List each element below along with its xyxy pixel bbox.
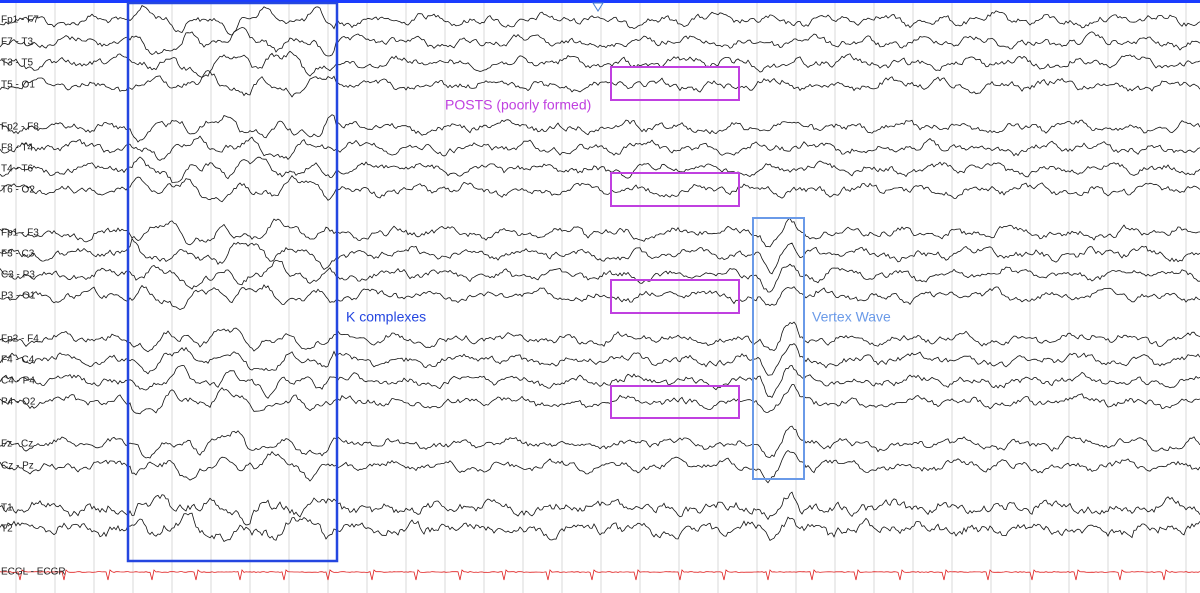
channel-label: T1: [1, 503, 13, 514]
channel-label: T5 - O1: [1, 80, 35, 91]
channel-label: F8 - T4: [1, 143, 33, 154]
eeg-trace: [0, 175, 1200, 203]
time-grid: [15, 3, 1187, 593]
eeg-trace: [0, 512, 1200, 543]
posts-box: [610, 385, 740, 419]
time-marker[interactable]: [592, 2, 604, 12]
posts-box: [610, 172, 740, 207]
channel-label: P3 - O1: [1, 291, 36, 302]
k-complex-label: K complexes: [346, 309, 426, 325]
channel-label: Fp1 - F3: [1, 228, 39, 239]
eeg-trace: [0, 135, 1200, 161]
eeg-trace: [0, 491, 1200, 526]
vertex-wave-box: [752, 217, 805, 480]
eeg-trace: [0, 321, 1200, 353]
channel-label: Fp2 - F4: [1, 334, 39, 345]
channel-label: T4 - T6: [1, 164, 33, 175]
channel-label: F4 - C4: [1, 355, 35, 366]
eeg-trace: [0, 284, 1200, 311]
eeg-trace: [0, 425, 1200, 459]
channel-label: T3 - T5: [1, 58, 33, 69]
channel-label: ECGL - ECGR: [1, 567, 66, 578]
eeg-trace: [0, 156, 1200, 183]
eeg-trace: [0, 365, 1200, 399]
vertex-wave-label: Vertex Wave: [812, 309, 891, 325]
eeg-trace: [0, 5, 1200, 36]
posts-box: [610, 66, 740, 101]
eeg-trace: [0, 237, 1200, 275]
eeg-trace: [0, 449, 1200, 484]
ecg-trace: [0, 569, 1200, 581]
channel-label: Fz - Cz: [1, 439, 33, 450]
eeg-trace: [0, 114, 1200, 143]
channel-label: F3 - C3: [1, 249, 35, 260]
channel-label: P4 - O2: [1, 397, 36, 408]
channel-label: Cz - Pz: [1, 461, 34, 472]
channel-labels: Fp1 - F7 F7 - T3 T3 - T5 T5 - O1 Fp2 - F8 F8 …: [1, 15, 66, 578]
eeg-trace: [0, 50, 1200, 78]
channel-label: F7 - T3: [1, 37, 33, 48]
posts-box: [610, 279, 740, 314]
channel-label: T2: [1, 524, 13, 535]
eeg-trace: [0, 343, 1200, 376]
eeg-trace: [0, 384, 1200, 415]
eeg-trace: [0, 70, 1200, 98]
channel-label: Fp1 - F7: [1, 15, 39, 26]
traces: [0, 5, 1200, 581]
eeg-trace: [0, 217, 1200, 248]
k-complex-box: [126, 1, 339, 563]
eeg-trace: [0, 27, 1200, 57]
eeg-trace: [0, 259, 1200, 293]
channel-label: C4 - P4: [1, 376, 35, 387]
posts-label: POSTS (poorly formed): [445, 97, 591, 113]
channel-label: T6 - O2: [1, 185, 35, 196]
channel-label: Fp2 - F8: [1, 122, 39, 133]
channel-label: C3 - P3: [1, 270, 35, 281]
